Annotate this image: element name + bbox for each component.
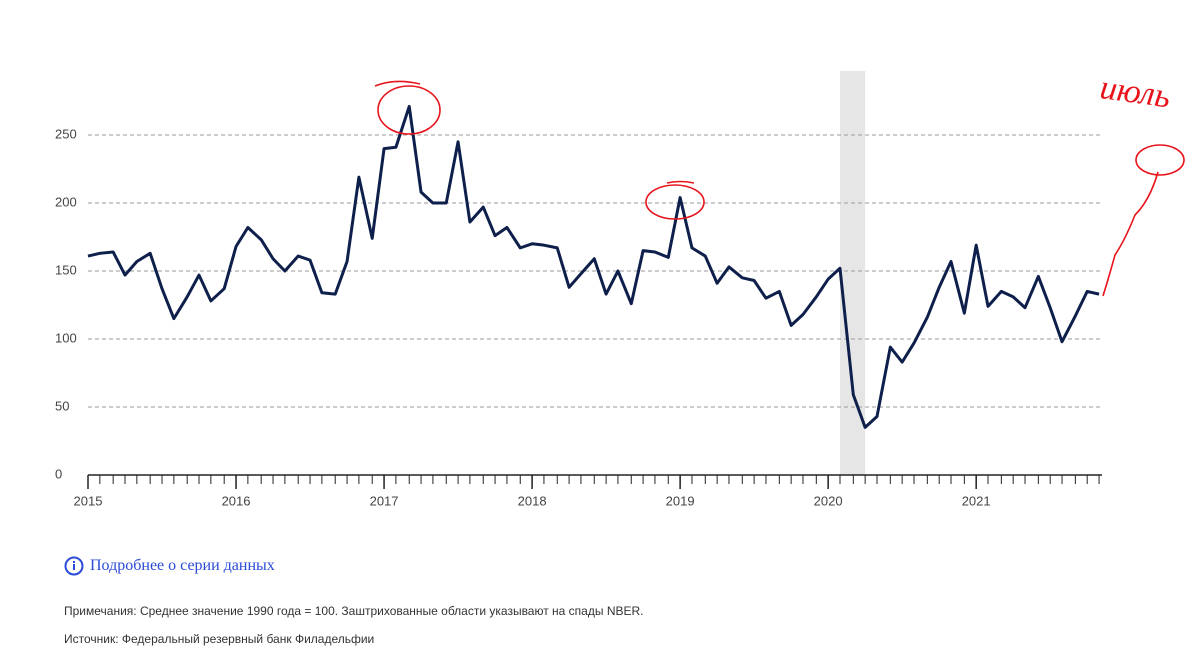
y-tick-label: 250 — [55, 126, 77, 141]
info-link-text[interactable]: Подробнее о серии данных — [90, 557, 275, 574]
y-tick-label: 0 — [55, 466, 62, 481]
annotation-stroke — [666, 180, 695, 184]
chart: 0 50 100 150 200 250 2015 2016 2017 2018 2019 2020 2… — [55, 69, 1185, 508]
note: Примечания: Среднее значение 1990 года =… — [64, 604, 644, 618]
x-tick-label: 2018 — [518, 493, 547, 508]
x-tick-label: 2016 — [222, 493, 251, 508]
annotations — [374, 80, 1185, 297]
annotation-stroke — [374, 80, 421, 87]
source: Источник: Федеральный резервный банк Фил… — [64, 632, 375, 646]
annotation-circle — [645, 184, 705, 220]
x-tick-label: 2017 — [370, 493, 399, 508]
y-tick-label: 100 — [55, 330, 77, 345]
annotation-line — [1102, 171, 1159, 297]
data-line — [87, 104, 1100, 429]
info-link[interactable]: Подробнее о серии данных — [64, 556, 275, 576]
annotation-circle — [1135, 144, 1185, 176]
x-tick-label: 2020 — [814, 493, 843, 508]
y-tick-label: 200 — [55, 194, 77, 209]
plot: 0 50 100 150 200 250 2015 2016 2017 2018 2019 2020 2… — [55, 71, 1102, 508]
y-tick-label: 150 — [55, 262, 77, 277]
x-tick-label: 2015 — [74, 493, 103, 508]
annotation-circle — [377, 85, 441, 135]
info-icon — [64, 556, 84, 576]
x-tick-label: 2021 — [962, 493, 991, 508]
recession-band — [839, 71, 866, 475]
annotation-text: июль — [1098, 69, 1173, 115]
x-tick-label: 2019 — [666, 493, 695, 508]
y-tick-label: 50 — [55, 398, 69, 413]
